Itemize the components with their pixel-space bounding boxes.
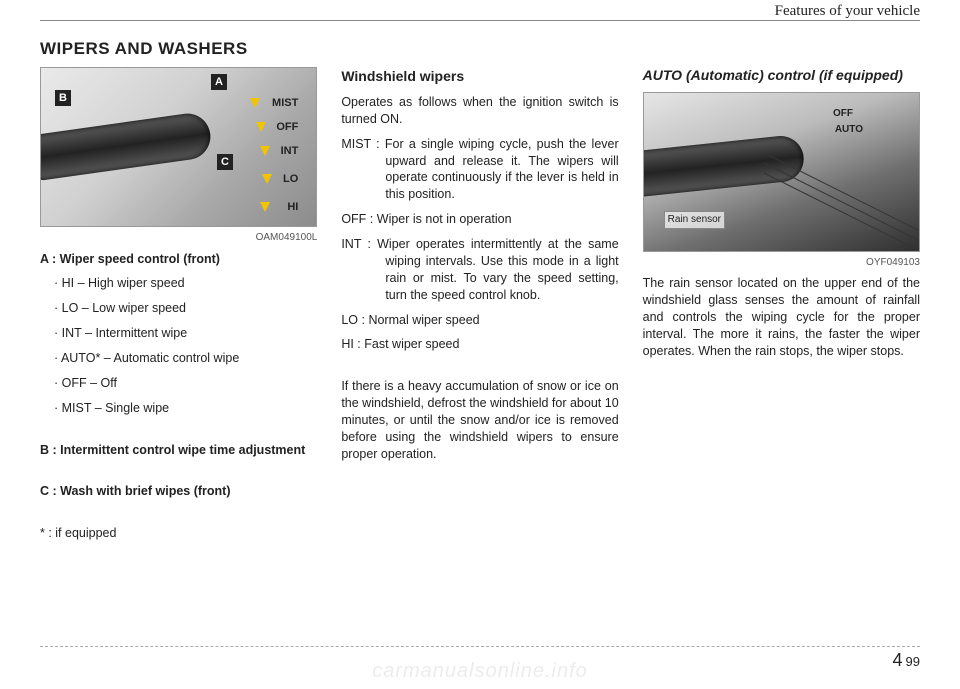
- list-item: · HI – High wiper speed: [54, 275, 317, 292]
- auto-control-figure: OFF AUTO Rain sensor: [643, 92, 920, 252]
- mode-label: HI :: [341, 337, 360, 351]
- list-item: · OFF – Off: [54, 375, 317, 392]
- section-heading: WIPERS AND WASHERS: [40, 39, 920, 59]
- intro-text: Operates as follows when the ignition sw…: [341, 94, 618, 128]
- auto-heading: AUTO (Automatic) control (if equipped): [643, 67, 920, 84]
- arrow-icon: [260, 146, 270, 156]
- stalk-illustration: [40, 111, 213, 182]
- label-lo: LO: [283, 172, 298, 187]
- grille-lines: [644, 93, 919, 251]
- page-number: 499: [893, 650, 920, 671]
- c-heading: C : Wash with brief wipes (front): [40, 483, 317, 500]
- b-heading: B : Intermittent control wipe time adjus…: [40, 442, 317, 459]
- mode-text: Wiper is not in operation: [377, 212, 512, 226]
- page-num: 99: [906, 654, 920, 669]
- list-item: · LO – Low wiper speed: [54, 300, 317, 317]
- arrow-icon: [262, 174, 272, 184]
- chapter-title: Features of your vehicle: [767, 3, 920, 20]
- mode-int: INT : Wiper operates intermittently at t…: [341, 236, 618, 304]
- mode-label: OFF :: [341, 212, 373, 226]
- column-2: Windshield wipers Operates as follows wh…: [341, 67, 618, 550]
- mode-text: Wiper operates intermittently at the sam…: [377, 237, 619, 302]
- content-columns: A B C MIST OFF INT LO HI OAM049100L A : …: [40, 67, 920, 550]
- arrow-icon: [250, 98, 260, 108]
- mode-text: Normal wiper speed: [368, 313, 479, 327]
- figure-code: OYF049103: [643, 256, 920, 270]
- figure-code: OAM049100L: [40, 231, 317, 245]
- label-mist: MIST: [272, 96, 298, 111]
- mode-mist: MIST : For a single wiping cycle, push t…: [341, 136, 618, 204]
- mode-text: Fast wiper speed: [364, 337, 459, 351]
- list-item: · MIST – Single wipe: [54, 400, 317, 417]
- column-3: AUTO (Automatic) control (if equipped) O…: [643, 67, 920, 550]
- arrow-icon: [260, 202, 270, 212]
- header-rule: Features of your vehicle: [40, 20, 920, 21]
- mode-text: For a single wiping cycle, push the leve…: [385, 137, 619, 202]
- column-1: A B C MIST OFF INT LO HI OAM049100L A : …: [40, 67, 317, 550]
- a-heading: A : Wiper speed control (front): [40, 251, 317, 268]
- arrow-icon: [256, 122, 266, 132]
- tag-c: C: [217, 154, 233, 170]
- list-item: · INT – Intermittent wipe: [54, 325, 317, 342]
- mode-off: OFF : Wiper is not in operation: [341, 211, 618, 228]
- tag-a: A: [211, 74, 227, 90]
- windshield-heading: Windshield wipers: [341, 67, 618, 86]
- wiper-stalk-figure: A B C MIST OFF INT LO HI: [40, 67, 317, 227]
- footnote: * : if equipped: [40, 525, 317, 542]
- mode-lo: LO : Normal wiper speed: [341, 312, 618, 329]
- mode-label: INT :: [341, 237, 371, 251]
- tag-b: B: [55, 90, 71, 106]
- auto-body-text: The rain sensor located on the upper end…: [643, 275, 920, 359]
- mode-label: LO :: [341, 313, 365, 327]
- defrost-note: If there is a heavy accumulation of snow…: [341, 378, 618, 462]
- section-number: 4: [893, 650, 903, 670]
- mode-label: MIST :: [341, 137, 379, 151]
- label-hi: HI: [287, 200, 298, 215]
- watermark: carmanualsonline.info: [0, 660, 960, 683]
- label-off: OFF: [276, 120, 298, 135]
- mode-hi: HI : Fast wiper speed: [341, 336, 618, 353]
- label-int: INT: [281, 144, 299, 159]
- footer-rule: [40, 646, 920, 647]
- list-item: · AUTO* – Automatic control wipe: [54, 350, 317, 367]
